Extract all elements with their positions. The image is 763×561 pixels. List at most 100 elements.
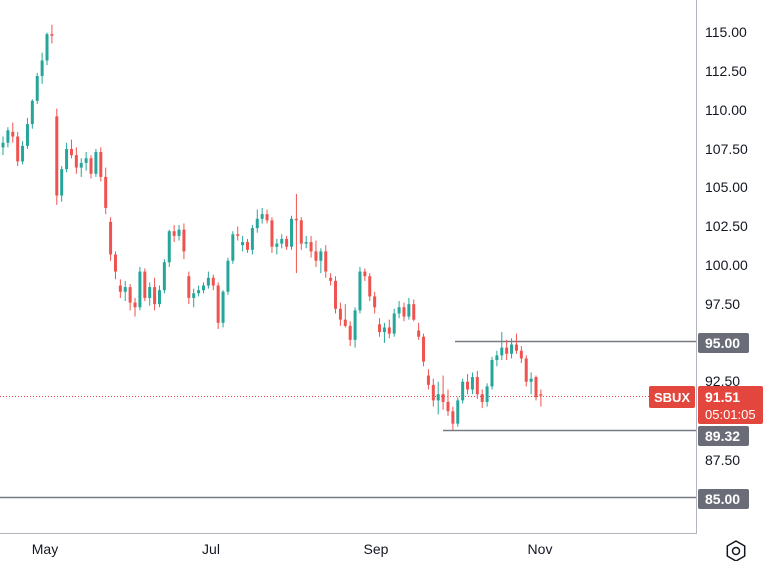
candle xyxy=(11,122,15,143)
candle-body xyxy=(221,291,225,323)
candle xyxy=(6,127,10,148)
candle-body xyxy=(133,302,137,308)
candle xyxy=(99,147,103,182)
candle xyxy=(422,333,426,367)
candle xyxy=(353,307,357,348)
candle-body xyxy=(529,378,533,382)
candle-body xyxy=(148,287,152,298)
candle-body xyxy=(69,148,73,156)
candle-body xyxy=(60,169,64,196)
candle xyxy=(74,147,78,174)
candle xyxy=(104,167,108,215)
candle-body xyxy=(226,260,230,292)
candle-body xyxy=(475,377,479,395)
candle-body xyxy=(206,277,210,286)
axes xyxy=(0,0,697,534)
candle-body xyxy=(216,285,220,323)
candle-body xyxy=(25,124,29,146)
candle-body xyxy=(539,394,543,396)
candle xyxy=(490,356,494,390)
candle-body xyxy=(197,290,201,294)
candle xyxy=(162,259,166,294)
candle xyxy=(231,231,235,264)
level-badge-95 xyxy=(698,333,749,353)
candle-body xyxy=(270,220,274,247)
candle-body xyxy=(16,136,20,162)
candle xyxy=(299,217,303,250)
candle xyxy=(378,318,382,337)
candle xyxy=(309,235,313,258)
candle xyxy=(431,378,435,407)
candle xyxy=(123,280,127,302)
candle xyxy=(402,302,406,322)
candle-body xyxy=(500,347,504,356)
candle-body xyxy=(128,287,132,303)
candle xyxy=(529,372,533,395)
candle-body xyxy=(485,386,489,402)
candle-body xyxy=(55,116,59,196)
candle xyxy=(480,389,484,409)
last-price-label: 91.51 xyxy=(705,389,740,405)
settings-icon[interactable] xyxy=(726,540,746,561)
candle xyxy=(79,158,83,177)
candle xyxy=(500,332,504,361)
candle-body xyxy=(314,251,318,261)
candle-body xyxy=(392,313,396,334)
candle xyxy=(265,209,269,224)
candle xyxy=(304,235,308,249)
candle xyxy=(118,279,122,298)
candles xyxy=(1,24,543,430)
candle xyxy=(226,257,230,295)
candle xyxy=(324,245,328,278)
candle-body xyxy=(490,360,494,387)
candle-body xyxy=(45,34,49,61)
candle-body xyxy=(290,218,294,247)
candle-body xyxy=(402,307,406,317)
candle-body xyxy=(319,251,323,261)
y-tick: 107.50 xyxy=(705,141,748,157)
y-tick: 115.00 xyxy=(705,24,747,40)
candle xyxy=(236,226,240,241)
candle xyxy=(392,308,396,337)
candle xyxy=(397,301,401,319)
candle-body xyxy=(21,145,25,162)
candle xyxy=(250,225,254,255)
candle xyxy=(534,375,538,401)
candle-body xyxy=(241,242,245,246)
candle-body xyxy=(260,214,264,219)
candle xyxy=(167,229,171,267)
level-label-95: 95.00 xyxy=(705,335,740,351)
candle-body xyxy=(309,242,313,252)
candle-body xyxy=(162,262,166,291)
candle xyxy=(109,217,113,261)
candle-body xyxy=(143,271,147,298)
candle-body xyxy=(324,251,328,272)
candle xyxy=(348,321,352,347)
candle-body xyxy=(422,336,426,362)
candle xyxy=(143,268,147,302)
candle-body xyxy=(470,377,474,390)
candle xyxy=(451,406,455,430)
candle xyxy=(514,333,518,354)
candle xyxy=(16,131,20,167)
candle xyxy=(524,355,528,387)
candle-body xyxy=(373,296,377,308)
candle xyxy=(211,274,215,291)
candle xyxy=(89,155,93,179)
candle xyxy=(382,322,386,343)
y-tick: 110.00 xyxy=(705,102,747,118)
candle xyxy=(55,108,59,205)
candle xyxy=(426,369,430,390)
candle xyxy=(290,215,294,250)
candle-body xyxy=(514,344,518,351)
candle-body xyxy=(84,158,88,163)
candle-body xyxy=(329,277,333,281)
candle-body xyxy=(79,162,83,168)
candle-body xyxy=(510,344,514,354)
candle-body xyxy=(182,229,186,252)
candle-body xyxy=(275,243,279,247)
candle xyxy=(407,297,411,320)
candle xyxy=(485,383,489,407)
candle-body xyxy=(519,350,523,359)
candle-body xyxy=(466,381,470,390)
